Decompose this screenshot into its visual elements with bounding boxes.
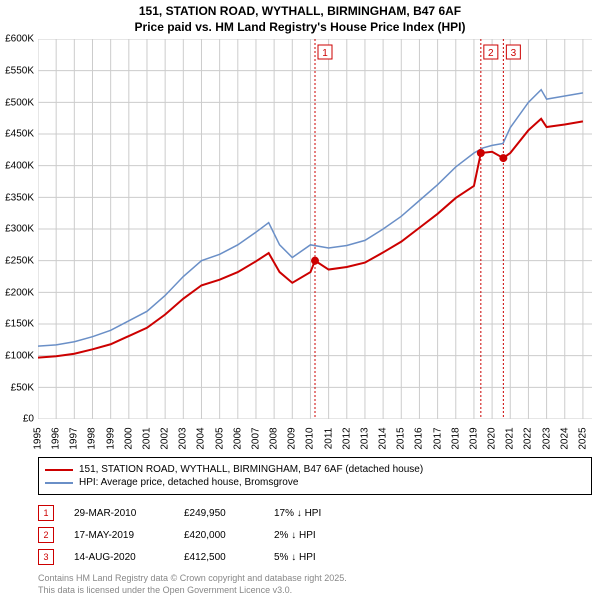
x-tick-label: 2010 — [305, 428, 316, 450]
x-tick-label: 2002 — [160, 428, 171, 450]
marker-diff: 17% ↓ HPI — [274, 508, 364, 519]
x-tick-label: 2011 — [323, 428, 334, 450]
x-tick-label: 2003 — [178, 428, 189, 450]
x-tick-label: 1998 — [87, 428, 98, 450]
x-tick-label: 1997 — [69, 428, 80, 450]
marker-date: 17-MAY-2019 — [74, 530, 184, 541]
x-tick-label: 2006 — [232, 428, 243, 450]
y-tick-label: £450K — [5, 129, 34, 140]
title-line-1: 151, STATION ROAD, WYTHALL, BIRMINGHAM, … — [0, 4, 600, 20]
marker-diff: 2% ↓ HPI — [274, 530, 364, 541]
y-tick-label: £600K — [5, 34, 34, 45]
x-axis-labels: 1995199619971998199920002001200220032004… — [38, 421, 592, 451]
marker-row: 1 29-MAR-2010£249,95017% ↓ HPI — [38, 505, 592, 521]
x-tick-label: 2018 — [450, 428, 461, 450]
marker-badge: 3 — [38, 549, 54, 565]
chart-svg: 1 2 3 — [38, 39, 592, 419]
x-tick-label: 2008 — [269, 428, 280, 450]
marker-date: 14-AUG-2020 — [74, 552, 184, 563]
x-tick-label: 2020 — [487, 428, 498, 450]
footer-line-1: Contains HM Land Registry data © Crown c… — [38, 573, 592, 585]
svg-text:2: 2 — [488, 48, 494, 59]
footer: Contains HM Land Registry data © Crown c… — [38, 573, 592, 596]
x-tick-label: 2000 — [123, 428, 134, 450]
x-tick-label: 2017 — [432, 428, 443, 450]
legend-row: 151, STATION ROAD, WYTHALL, BIRMINGHAM, … — [45, 464, 585, 475]
x-tick-label: 2019 — [468, 428, 479, 450]
x-tick-label: 2022 — [523, 428, 534, 450]
legend-row: HPI: Average price, detached house, Brom… — [45, 477, 585, 488]
legend: 151, STATION ROAD, WYTHALL, BIRMINGHAM, … — [38, 457, 592, 495]
legend-label: 151, STATION ROAD, WYTHALL, BIRMINGHAM, … — [79, 464, 423, 475]
svg-text:3: 3 — [511, 48, 517, 59]
y-tick-label: £100K — [5, 350, 34, 361]
chart-title: 151, STATION ROAD, WYTHALL, BIRMINGHAM, … — [0, 0, 600, 35]
marker-price: £249,950 — [184, 508, 274, 519]
y-tick-label: £550K — [5, 65, 34, 76]
y-tick-label: £500K — [5, 97, 34, 108]
marker-diff: 5% ↓ HPI — [274, 552, 364, 563]
legend-label: HPI: Average price, detached house, Brom… — [79, 477, 298, 488]
title-line-2: Price paid vs. HM Land Registry's House … — [0, 20, 600, 36]
footer-line-2: This data is licensed under the Open Gov… — [38, 585, 592, 597]
y-tick-label: £0 — [23, 414, 34, 425]
x-tick-label: 2024 — [559, 428, 570, 450]
x-tick-label: 2013 — [359, 428, 370, 450]
chart-area: 123 £0£50K£100K£150K£200K£250K£300K£350K… — [38, 39, 592, 419]
x-tick-label: 1996 — [51, 428, 62, 450]
chart-container: 151, STATION ROAD, WYTHALL, BIRMINGHAM, … — [0, 0, 600, 590]
y-tick-label: £400K — [5, 160, 34, 171]
legend-swatch — [45, 469, 73, 471]
marker-price: £412,500 — [184, 552, 274, 563]
marker-badge: 1 — [38, 505, 54, 521]
y-tick-label: £150K — [5, 319, 34, 330]
x-tick-label: 2012 — [341, 428, 352, 450]
y-axis-labels: £0£50K£100K£150K£200K£250K£300K£350K£400… — [0, 39, 36, 419]
x-tick-label: 2004 — [196, 428, 207, 450]
marker-table: 1 29-MAR-2010£249,95017% ↓ HPI 2 17-MAY-201… — [38, 505, 592, 565]
svg-text:1: 1 — [322, 48, 328, 59]
marker-date: 29-MAR-2010 — [74, 508, 184, 519]
y-tick-label: £50K — [11, 382, 34, 393]
x-tick-label: 2021 — [505, 428, 516, 450]
x-tick-label: 2015 — [396, 428, 407, 450]
x-tick-label: 1995 — [33, 428, 44, 450]
x-tick-label: 2025 — [577, 428, 588, 450]
y-tick-label: £350K — [5, 192, 34, 203]
x-tick-label: 2007 — [250, 428, 261, 450]
legend-swatch — [45, 482, 73, 484]
x-tick-label: 2016 — [414, 428, 425, 450]
marker-badge: 2 — [38, 527, 54, 543]
y-tick-label: £300K — [5, 224, 34, 235]
marker-row: 3 14-AUG-2020£412,5005% ↓ HPI — [38, 549, 592, 565]
marker-price: £420,000 — [184, 530, 274, 541]
x-tick-label: 2009 — [287, 428, 298, 450]
x-tick-label: 1999 — [105, 428, 116, 450]
x-tick-label: 2005 — [214, 428, 225, 450]
y-tick-label: £200K — [5, 287, 34, 298]
x-tick-label: 2023 — [541, 428, 552, 450]
marker-row: 2 17-MAY-2019£420,0002% ↓ HPI — [38, 527, 592, 543]
x-tick-label: 2014 — [378, 428, 389, 450]
x-tick-label: 2001 — [141, 428, 152, 450]
y-tick-label: £250K — [5, 255, 34, 266]
